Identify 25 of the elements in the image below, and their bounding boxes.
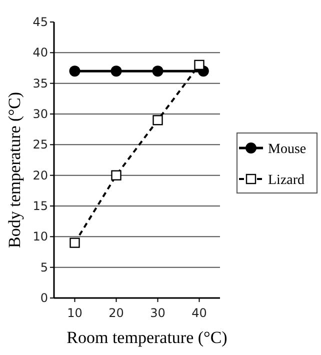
y-tick-label: 10 [32, 230, 48, 244]
point [152, 66, 164, 77]
y-tick-label: 30 [32, 107, 48, 121]
y-tick-label: 5 [40, 260, 48, 274]
point [70, 238, 80, 248]
y-tick-label: 35 [32, 76, 48, 90]
x-tick-label: 30 [150, 306, 166, 320]
y-tick-label: 25 [32, 138, 48, 152]
y-tick-label: 45 [32, 15, 48, 29]
x-tick-label: 20 [108, 306, 124, 320]
y-tick-label: 20 [32, 168, 48, 182]
point [69, 66, 80, 77]
point [110, 66, 122, 77]
y-tick-label: 0 [40, 291, 48, 305]
x-tick-label: 10 [67, 306, 82, 320]
legend-label: Mouse [268, 142, 306, 157]
y-tick-label: 15 [32, 199, 48, 213]
point [152, 115, 163, 126]
y-tick-label: 40 [32, 46, 48, 60]
x-tick-label: 40 [192, 306, 207, 320]
legend-label: Lizard [268, 173, 305, 188]
point [194, 60, 204, 70]
y-axis-title: Body temperature (°C) [5, 92, 24, 248]
x-axis-title: Room temperature (°C) [66, 328, 228, 347]
point [111, 170, 122, 180]
